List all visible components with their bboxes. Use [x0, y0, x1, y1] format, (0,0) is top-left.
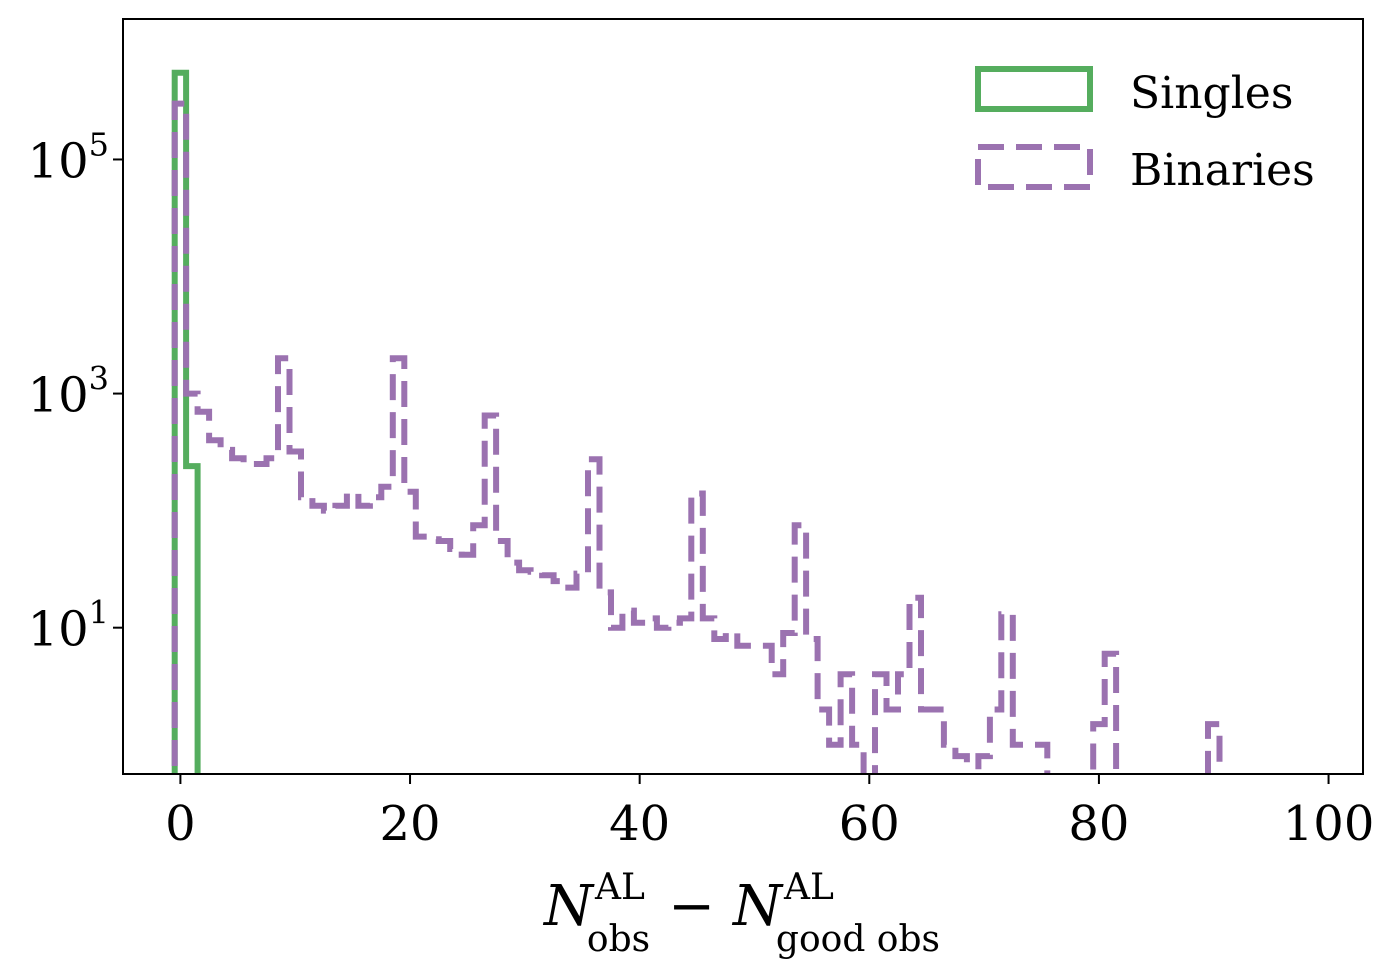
x-tick-label: 40 — [609, 796, 670, 852]
y-tick-label: 101 — [28, 594, 109, 658]
series-binaries-step — [171, 100, 1223, 774]
x-tick-label: 0 — [165, 796, 196, 852]
xlabel-sup1: AL — [594, 867, 645, 908]
plot-frame — [122, 18, 1364, 775]
series-layer — [171, 69, 1223, 774]
xlabel-minus: − — [668, 874, 715, 939]
x-tick-label: 100 — [1283, 796, 1375, 852]
y-axis: 101 103 105 — [28, 125, 123, 658]
x-tick-label: 20 — [379, 796, 440, 852]
legend-label-binaries: Binaries — [1130, 145, 1315, 196]
x-tick-label: 60 — [839, 796, 900, 852]
legend: Singles Binaries — [975, 66, 1315, 196]
x-tick-label: 80 — [1068, 796, 1129, 852]
y-tick-label: 103 — [28, 360, 109, 424]
xlabel-n1: N — [542, 874, 595, 939]
series-singles-step — [171, 69, 201, 774]
xlabel-sub2: good obs — [776, 919, 940, 960]
xlabel-sub1: obs — [587, 919, 650, 960]
legend-label-singles: Singles — [1130, 68, 1293, 119]
xlabel-n2: N — [731, 874, 784, 939]
x-axis-label: NAL obs− NAL good obs — [542, 867, 940, 960]
x-axis: 0 20 40 60 80 100 — [165, 774, 1374, 852]
xlabel-sup2: AL — [783, 867, 834, 908]
legend-swatch-binaries — [975, 144, 1093, 190]
y-tick-label: 105 — [28, 125, 109, 189]
legend-swatch-singles — [975, 66, 1093, 112]
